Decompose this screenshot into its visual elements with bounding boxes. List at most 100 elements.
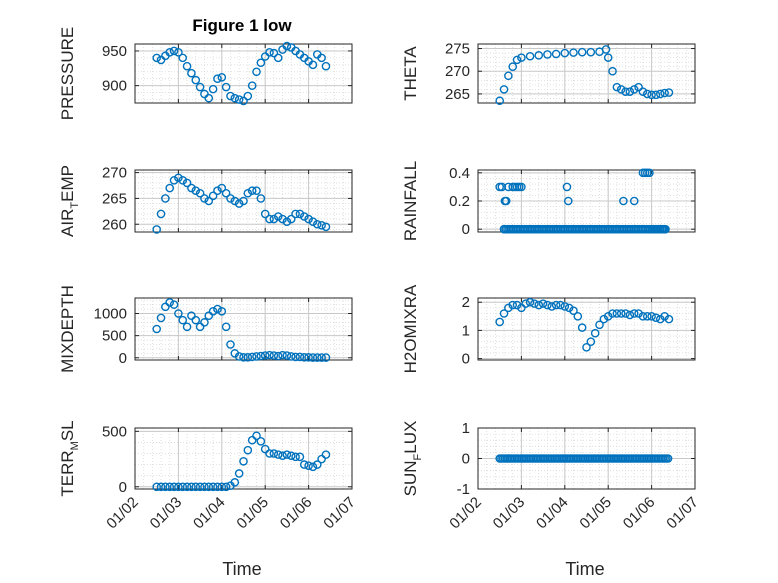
data-point bbox=[499, 85, 509, 94]
y-tick-label: 265 bbox=[102, 190, 127, 207]
data-point bbox=[590, 328, 600, 338]
y-axis-label: MIXDEPTH bbox=[58, 285, 77, 373]
data-point bbox=[278, 451, 287, 461]
data-point bbox=[508, 300, 518, 310]
data-point bbox=[295, 352, 305, 362]
data-point bbox=[504, 71, 513, 81]
data-point bbox=[174, 482, 183, 492]
data-point bbox=[551, 300, 561, 310]
data-point bbox=[647, 90, 656, 100]
data-point bbox=[521, 299, 531, 308]
data-point bbox=[169, 46, 179, 56]
data-point bbox=[217, 73, 227, 82]
data-point bbox=[226, 340, 235, 349]
data-point bbox=[161, 194, 170, 203]
data-point bbox=[204, 93, 214, 103]
data-point bbox=[282, 217, 292, 226]
data-point bbox=[243, 188, 253, 198]
data-point bbox=[200, 89, 209, 99]
data-point bbox=[204, 196, 214, 206]
x-tick-label: 01/04 bbox=[533, 494, 572, 533]
axes-box bbox=[134, 43, 353, 104]
data-point bbox=[317, 53, 326, 63]
data-point bbox=[204, 311, 214, 321]
data-point bbox=[543, 300, 552, 310]
data-point bbox=[213, 482, 222, 492]
data-point bbox=[625, 87, 635, 96]
data-point bbox=[308, 60, 318, 70]
data-point bbox=[508, 62, 518, 71]
data-point bbox=[577, 47, 587, 57]
data-point bbox=[169, 300, 179, 309]
data-point bbox=[226, 91, 235, 101]
data-point bbox=[174, 48, 183, 57]
data-point bbox=[560, 48, 570, 58]
data-point bbox=[256, 351, 266, 361]
data-point bbox=[213, 186, 222, 195]
data-point bbox=[156, 482, 166, 492]
data-point bbox=[499, 309, 509, 318]
data-point bbox=[252, 186, 261, 195]
y-tick-label: 265 bbox=[445, 86, 470, 103]
data-point bbox=[321, 222, 331, 232]
data-point bbox=[195, 482, 205, 492]
data-point bbox=[582, 343, 591, 352]
y-tick-label: 0 bbox=[119, 350, 127, 367]
data-point bbox=[586, 47, 596, 57]
axes-box bbox=[134, 297, 353, 361]
data-point bbox=[608, 66, 617, 76]
data-point bbox=[260, 351, 270, 360]
x-axis-label-right: Time bbox=[565, 559, 604, 579]
data-point bbox=[291, 452, 300, 462]
data-point bbox=[252, 67, 261, 77]
y-axis-label: RAINFALL bbox=[401, 161, 420, 241]
y-tick-label: 260 bbox=[102, 216, 127, 233]
data-point bbox=[156, 209, 166, 219]
data-point bbox=[501, 196, 511, 206]
data-point bbox=[295, 209, 305, 219]
x-axis-label-left: Time bbox=[222, 559, 261, 579]
data-point bbox=[495, 317, 505, 327]
data-point bbox=[629, 196, 639, 206]
data-point bbox=[243, 353, 253, 362]
data-point bbox=[182, 178, 192, 188]
data-point bbox=[208, 482, 218, 492]
data-point bbox=[191, 75, 201, 85]
data-point bbox=[187, 482, 196, 492]
data-point bbox=[221, 322, 231, 332]
data-point bbox=[217, 306, 227, 316]
data-point bbox=[152, 324, 161, 334]
data-point bbox=[645, 168, 654, 178]
data-point bbox=[286, 352, 296, 361]
data-point bbox=[195, 188, 205, 198]
y-tick-label: 270 bbox=[445, 63, 470, 80]
data-point bbox=[234, 469, 244, 478]
data-point bbox=[178, 176, 188, 185]
data-point bbox=[619, 196, 628, 206]
data-point bbox=[230, 478, 240, 487]
data-point bbox=[200, 194, 209, 203]
data-point bbox=[312, 353, 322, 362]
data-point bbox=[512, 55, 522, 65]
data-point bbox=[191, 482, 201, 492]
data-point bbox=[260, 209, 270, 219]
subplot-mixdepth: 0 500 1000 MIXDEPTH bbox=[58, 285, 353, 373]
data-point bbox=[317, 220, 326, 230]
data-point bbox=[291, 209, 300, 219]
data-point bbox=[543, 50, 552, 59]
data-point bbox=[265, 214, 274, 224]
data-point bbox=[200, 318, 209, 327]
data-point bbox=[634, 82, 643, 92]
subplot-theta: 265 270 275 THETA bbox=[401, 41, 696, 106]
data-point bbox=[538, 299, 548, 308]
data-point bbox=[165, 183, 175, 193]
y-tick-label: 900 bbox=[102, 78, 127, 95]
data-point bbox=[317, 454, 326, 464]
axes-box bbox=[134, 169, 353, 233]
data-point bbox=[655, 314, 665, 324]
data-point bbox=[663, 454, 673, 463]
x-tick-label: 01/05 bbox=[233, 494, 272, 533]
data-point bbox=[625, 310, 635, 320]
axes-box bbox=[477, 43, 696, 104]
